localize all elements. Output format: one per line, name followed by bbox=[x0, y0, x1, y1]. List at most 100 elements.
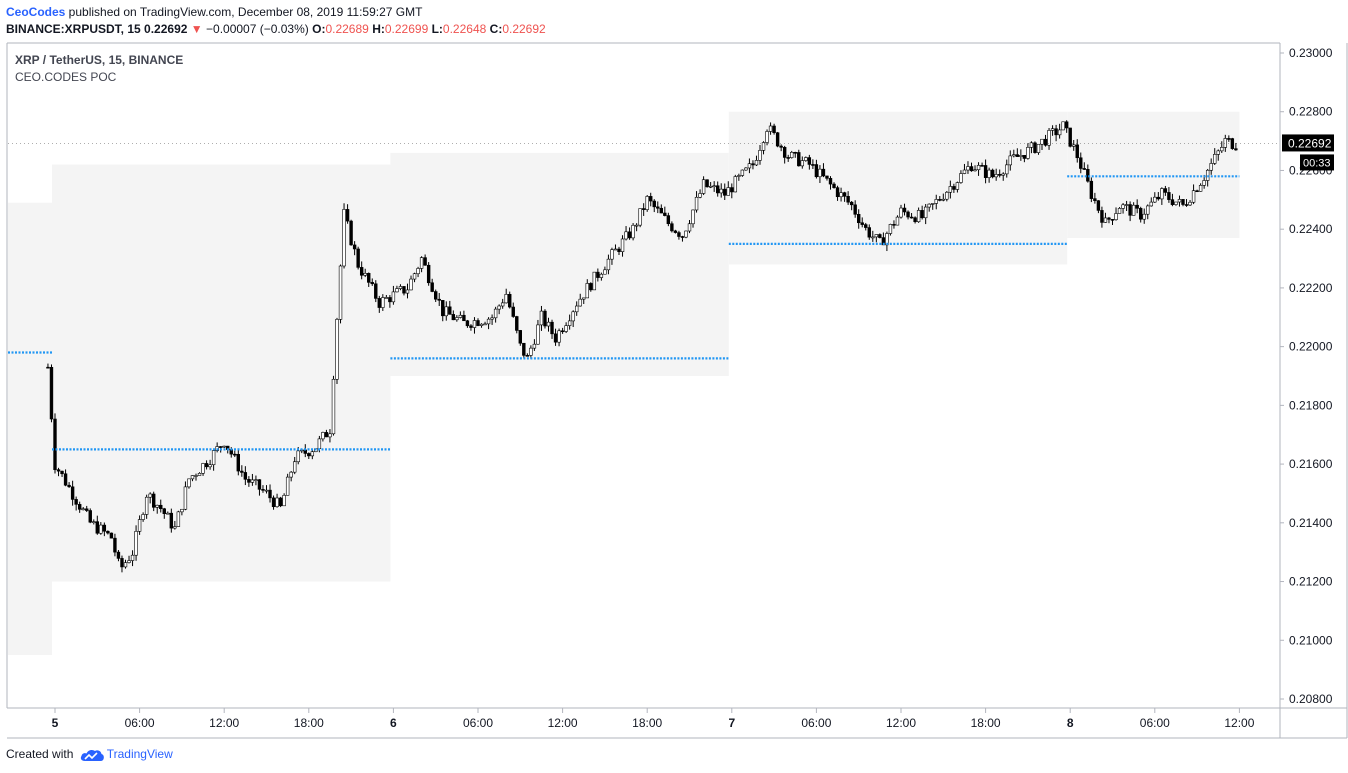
candle-body bbox=[388, 297, 392, 303]
candle-body bbox=[867, 227, 871, 238]
candle-body bbox=[282, 494, 286, 507]
candle-body bbox=[412, 273, 417, 280]
candle-body bbox=[1107, 217, 1111, 220]
candle-body bbox=[948, 186, 953, 193]
candle-body bbox=[902, 207, 907, 213]
value-area-box bbox=[728, 111, 1068, 265]
candle-body bbox=[465, 320, 470, 327]
series-legend[interactable]: XRP / TetherUS, 15, BINANCE bbox=[15, 53, 184, 67]
candle-body bbox=[811, 164, 815, 166]
candle-body bbox=[130, 554, 135, 561]
candle-body bbox=[814, 164, 819, 178]
candle-body bbox=[500, 302, 505, 307]
candle-body bbox=[1156, 196, 1161, 200]
candle-body bbox=[638, 208, 642, 226]
candle-body bbox=[1220, 147, 1224, 152]
candle-body bbox=[976, 165, 981, 171]
footer: Created with TradingView bbox=[6, 747, 173, 763]
candle-body bbox=[853, 204, 857, 215]
candle-body bbox=[430, 282, 434, 292]
candle-body bbox=[1135, 204, 1139, 209]
candle-body bbox=[218, 446, 223, 448]
y-tick-label: 0.21600 bbox=[1289, 457, 1333, 471]
candle-body bbox=[610, 249, 614, 260]
candle-body bbox=[892, 224, 896, 226]
x-tick-label: 6 bbox=[390, 716, 397, 730]
last-price: 0.22692 bbox=[144, 22, 188, 36]
candle-body bbox=[268, 489, 272, 499]
x-tick-label: 06:00 bbox=[125, 716, 155, 730]
candle-body bbox=[46, 366, 50, 369]
candle-body bbox=[790, 151, 794, 158]
price-axis[interactable]: 0.230000.228000.226000.224000.222000.220… bbox=[1280, 46, 1333, 706]
candle-body bbox=[726, 187, 730, 196]
candle-body bbox=[363, 273, 367, 276]
candle-body bbox=[849, 201, 854, 206]
candle-body bbox=[261, 489, 265, 491]
candle-body bbox=[532, 343, 537, 349]
candle-body bbox=[864, 224, 868, 228]
candle-body bbox=[871, 236, 875, 239]
candle-body bbox=[349, 220, 353, 246]
candle-body bbox=[708, 185, 713, 188]
candle-body bbox=[578, 298, 582, 307]
candle-body bbox=[85, 508, 89, 511]
candle-body bbox=[123, 562, 128, 568]
candle-body bbox=[1177, 199, 1182, 203]
candle-body bbox=[106, 530, 110, 534]
tradingview-link[interactable]: TradingView bbox=[106, 747, 173, 762]
candle-body bbox=[603, 269, 607, 275]
candle-body bbox=[310, 451, 315, 457]
candle-body bbox=[1093, 198, 1097, 201]
candle-body bbox=[539, 310, 544, 326]
candle-body bbox=[1174, 201, 1178, 205]
candle-body bbox=[1124, 204, 1129, 206]
x-tick-label: 12:00 bbox=[209, 716, 239, 730]
candle-body bbox=[1128, 204, 1132, 216]
candle-body bbox=[793, 151, 797, 154]
candle-body bbox=[183, 486, 188, 510]
candle-body bbox=[997, 174, 1002, 176]
x-tick-label: 18:00 bbox=[632, 716, 662, 730]
candle-body bbox=[564, 325, 568, 332]
publisher-link[interactable]: CeoCodes bbox=[6, 5, 66, 19]
candle-body bbox=[1160, 188, 1164, 200]
candle-body bbox=[441, 300, 445, 317]
candle-body bbox=[95, 521, 100, 534]
candle-body bbox=[624, 231, 628, 240]
candle-body bbox=[585, 283, 589, 299]
candle-body bbox=[211, 450, 216, 466]
candle-body bbox=[1188, 201, 1192, 206]
x-tick-label: 06:00 bbox=[463, 716, 493, 730]
candle-body bbox=[1068, 127, 1072, 147]
candle-body bbox=[641, 208, 646, 210]
high-value: 0.22699 bbox=[384, 22, 429, 36]
countdown-box bbox=[1300, 154, 1334, 171]
candle-body bbox=[1100, 210, 1104, 223]
candle-body bbox=[980, 165, 984, 167]
candle-body bbox=[271, 497, 276, 508]
last-price-label: 0.22692 bbox=[1288, 136, 1332, 150]
candle-body bbox=[278, 497, 283, 507]
candle-body bbox=[941, 198, 946, 201]
candle-body bbox=[835, 187, 840, 198]
open-value: 0.22689 bbox=[325, 22, 369, 36]
candle-body bbox=[1061, 121, 1065, 131]
candle-body bbox=[102, 524, 107, 532]
time-axis[interactable]: 5 06:00 12:00 18:00 6 06:00 12:00 18:00 7 06:00 12… bbox=[52, 708, 1255, 730]
candle-body bbox=[335, 319, 339, 380]
candle-body bbox=[1050, 128, 1055, 131]
candle-body bbox=[825, 175, 829, 179]
candle-body bbox=[550, 321, 554, 335]
candle-body bbox=[56, 469, 61, 472]
indicator-legend[interactable]: CEO.CODES POC bbox=[15, 70, 117, 84]
y-tick-label: 0.21800 bbox=[1289, 398, 1333, 412]
candle-body bbox=[49, 367, 54, 420]
candle-body bbox=[677, 232, 681, 237]
high-label: H: bbox=[372, 22, 385, 36]
candle-body bbox=[983, 165, 988, 178]
candle-body bbox=[719, 188, 723, 194]
candle-body bbox=[180, 508, 184, 513]
low-label: L: bbox=[431, 22, 443, 36]
